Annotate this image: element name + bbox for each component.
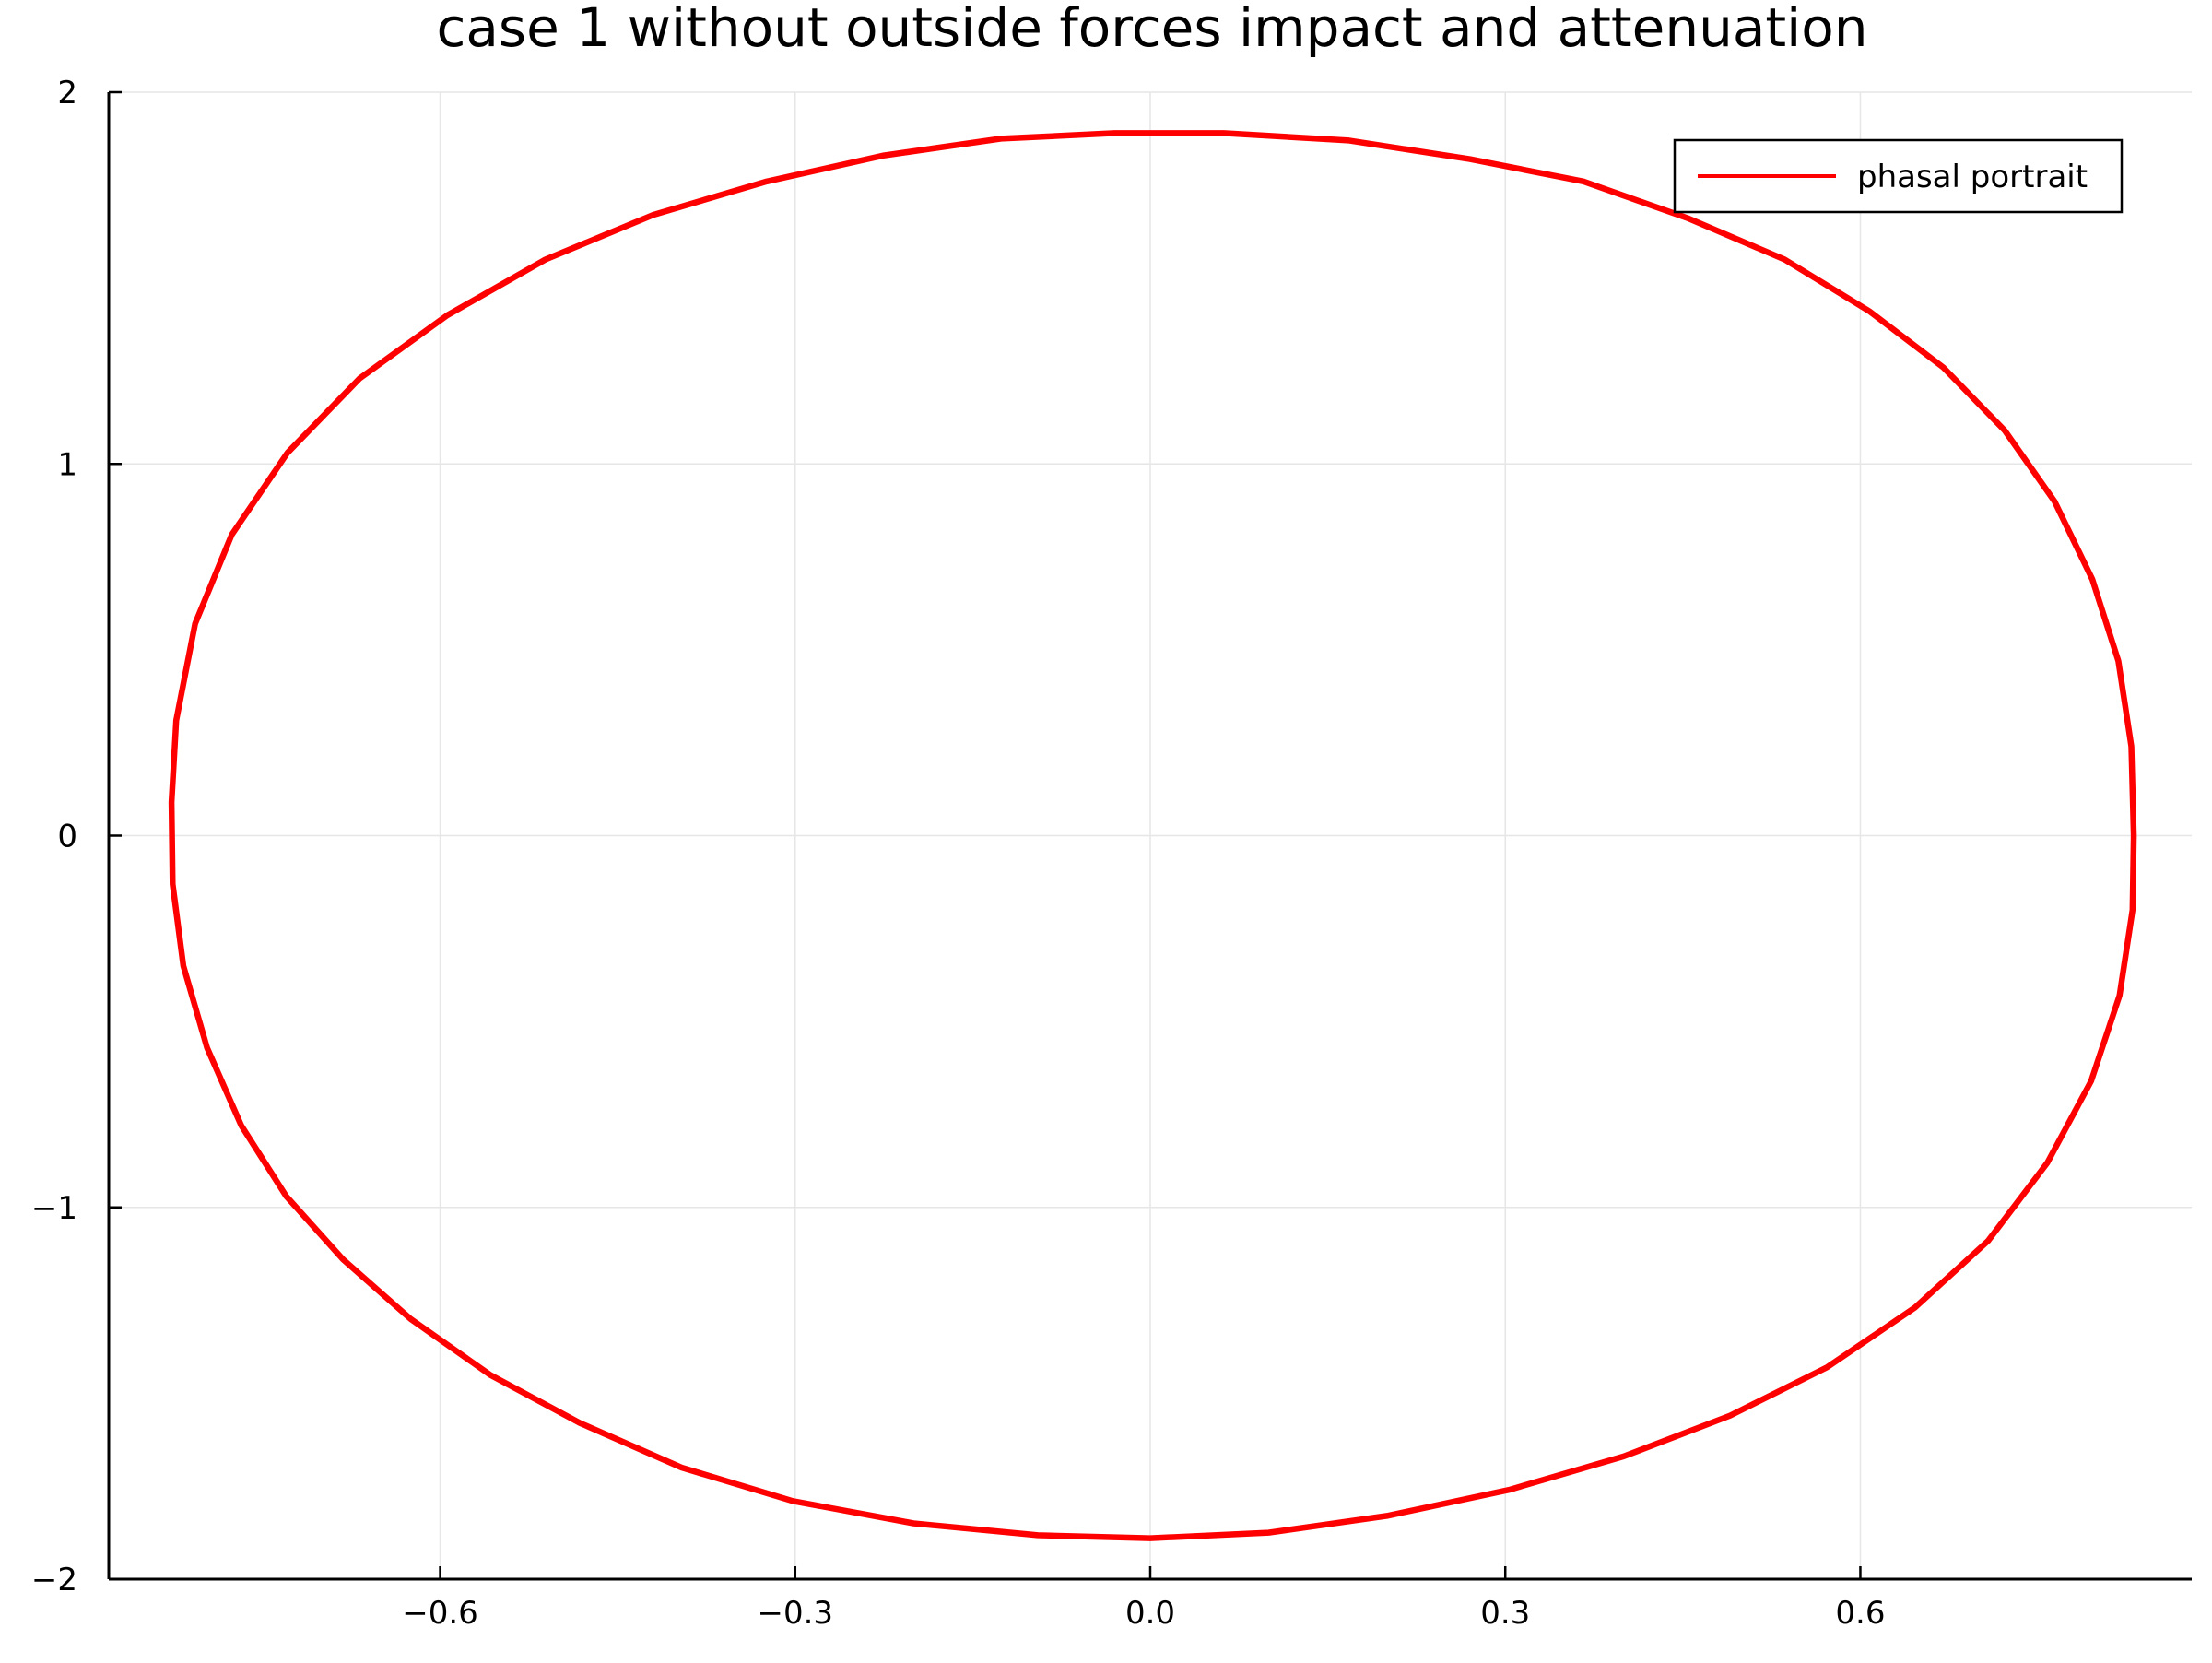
y-tick-label-4: 2 bbox=[57, 75, 77, 112]
x-tick-label-3: 0.3 bbox=[1480, 1595, 1530, 1632]
series-line-0 bbox=[168, 130, 2137, 1541]
x-tick-label-2: 0.0 bbox=[1125, 1595, 1175, 1632]
y-tick-label-1: −1 bbox=[31, 1190, 77, 1227]
tick-labels: −0.6 −0.3 0.0 0.3 0.6 −2 −1 0 1 2 bbox=[31, 75, 1886, 1632]
chart-title: case 1 without outside forces impact and… bbox=[436, 0, 1867, 59]
y-tick-label-2: 0 bbox=[57, 819, 77, 855]
legend: phasal portrait bbox=[1673, 138, 2124, 214]
y-tick-label-3: 1 bbox=[57, 446, 77, 483]
series-layer bbox=[168, 130, 2137, 1541]
y-tick-label-0: −2 bbox=[31, 1562, 77, 1598]
x-tick-label-0: −0.6 bbox=[402, 1595, 478, 1632]
x-tick-label-1: −0.3 bbox=[757, 1595, 833, 1632]
axes bbox=[107, 90, 2192, 1581]
x-tick-label-4: 0.6 bbox=[1835, 1595, 1885, 1632]
legend-label-phasal-portrait: phasal portrait bbox=[1857, 159, 2088, 195]
